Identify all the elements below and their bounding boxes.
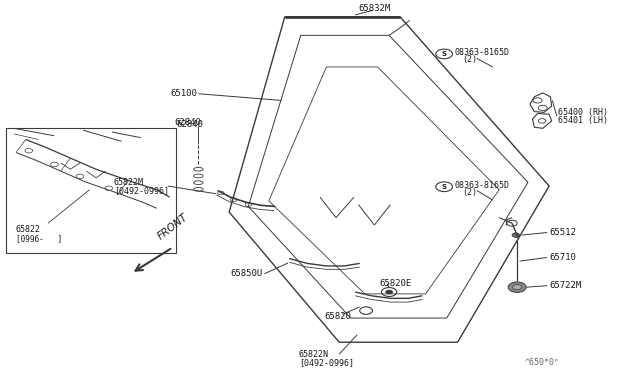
Text: (2): (2) — [462, 55, 477, 64]
Text: 65820: 65820 — [324, 312, 351, 321]
Circle shape — [385, 290, 393, 294]
Text: [0996-   ]: [0996- ] — [16, 234, 62, 243]
Text: 65401 (LH): 65401 (LH) — [558, 116, 608, 125]
Text: 65820E: 65820E — [379, 279, 411, 288]
Text: 65710: 65710 — [549, 253, 576, 262]
Text: S: S — [442, 184, 447, 190]
Text: 65400 (RH): 65400 (RH) — [558, 108, 608, 117]
Text: (2): (2) — [462, 188, 477, 197]
Text: 08363-8165D: 08363-8165D — [454, 48, 509, 57]
Text: 65832M: 65832M — [358, 4, 390, 13]
Text: [0492-0996]: [0492-0996] — [299, 358, 354, 367]
Text: 65512: 65512 — [549, 228, 576, 237]
Text: ^650*0ᴾ: ^650*0ᴾ — [525, 358, 560, 367]
Text: [0492-0996]: [0492-0996] — [114, 186, 169, 195]
Circle shape — [508, 282, 526, 292]
Text: 62840: 62840 — [176, 120, 203, 129]
Circle shape — [513, 285, 522, 290]
Text: 08363-8165D: 08363-8165D — [454, 182, 509, 190]
Text: 65822N: 65822N — [299, 350, 329, 359]
Text: 65100: 65100 — [170, 89, 197, 98]
Text: S: S — [442, 51, 447, 57]
Text: 65850U: 65850U — [230, 269, 262, 278]
Text: 65722M: 65722M — [549, 281, 581, 290]
Circle shape — [512, 233, 520, 237]
Text: 65822M: 65822M — [114, 178, 144, 187]
Text: 65822: 65822 — [16, 225, 41, 234]
Text: 62840: 62840 — [174, 118, 201, 127]
Bar — [6, 128, 176, 253]
Text: FRONT: FRONT — [156, 212, 189, 242]
